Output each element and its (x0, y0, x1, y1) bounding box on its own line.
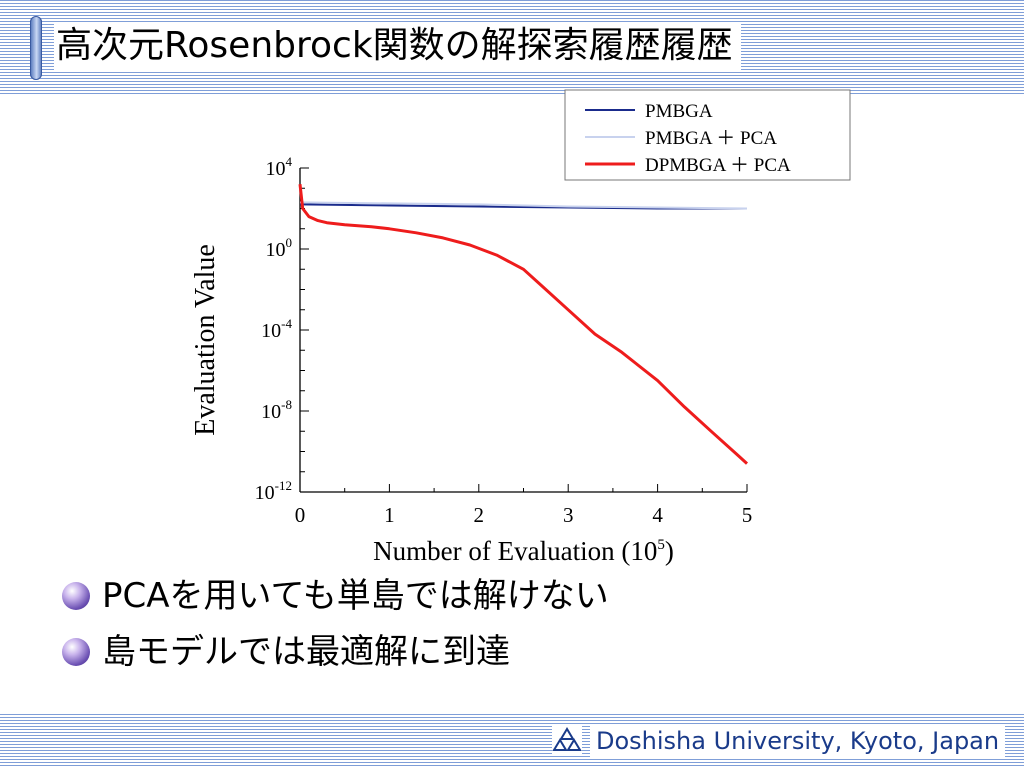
x-axis-label: Number of Evaluation (105) (373, 536, 674, 566)
series-line-2 (299, 201, 748, 210)
legend-label: PMBGA (645, 101, 713, 122)
legend-label: PMBGA ＋ PCA (645, 128, 777, 149)
bullet-text: 島モデルでは最適解に到達 (102, 632, 510, 672)
series-line-3 (298, 184, 749, 465)
y-tick-label: 10-8 (261, 397, 292, 423)
doshisha-triangle-logo-icon (552, 726, 582, 756)
x-tick-label: 3 (563, 503, 574, 527)
y-axis-label: Evaluation Value (190, 244, 221, 436)
x-tick-label: 4 (652, 503, 663, 527)
footer-institution: Doshisha University, Kyoto, Japan (590, 724, 1006, 758)
bullet-orb-icon (62, 638, 90, 666)
line-chart: 104 100 10-4 10-8 10-120 1 2 3 4 5 Number of Evalu… (190, 89, 851, 566)
y-tick-label: 104 (266, 154, 293, 180)
y-tick-label: 10-4 (261, 316, 292, 342)
x-tick-label: 1 (384, 503, 395, 527)
title-accent-bar (30, 16, 42, 80)
x-tick-label: 2 (474, 503, 485, 527)
x-tick-label: 5 (742, 503, 753, 527)
title-bar: 高次元Rosenbrock関数の解探索履歴履歴 (20, 8, 1020, 88)
y-tick-label: 10-12 (255, 478, 292, 504)
slide-title: 高次元Rosenbrock関数の解探索履歴履歴 (54, 22, 741, 70)
bullet-text: PCAを用いても単島では解けない (102, 576, 609, 616)
x-tick-label: 0 (295, 503, 306, 527)
bullet-orb-icon (62, 582, 90, 610)
y-tick-label: 100 (266, 235, 293, 261)
legend-label: DPMBGA ＋ PCA (645, 155, 791, 176)
